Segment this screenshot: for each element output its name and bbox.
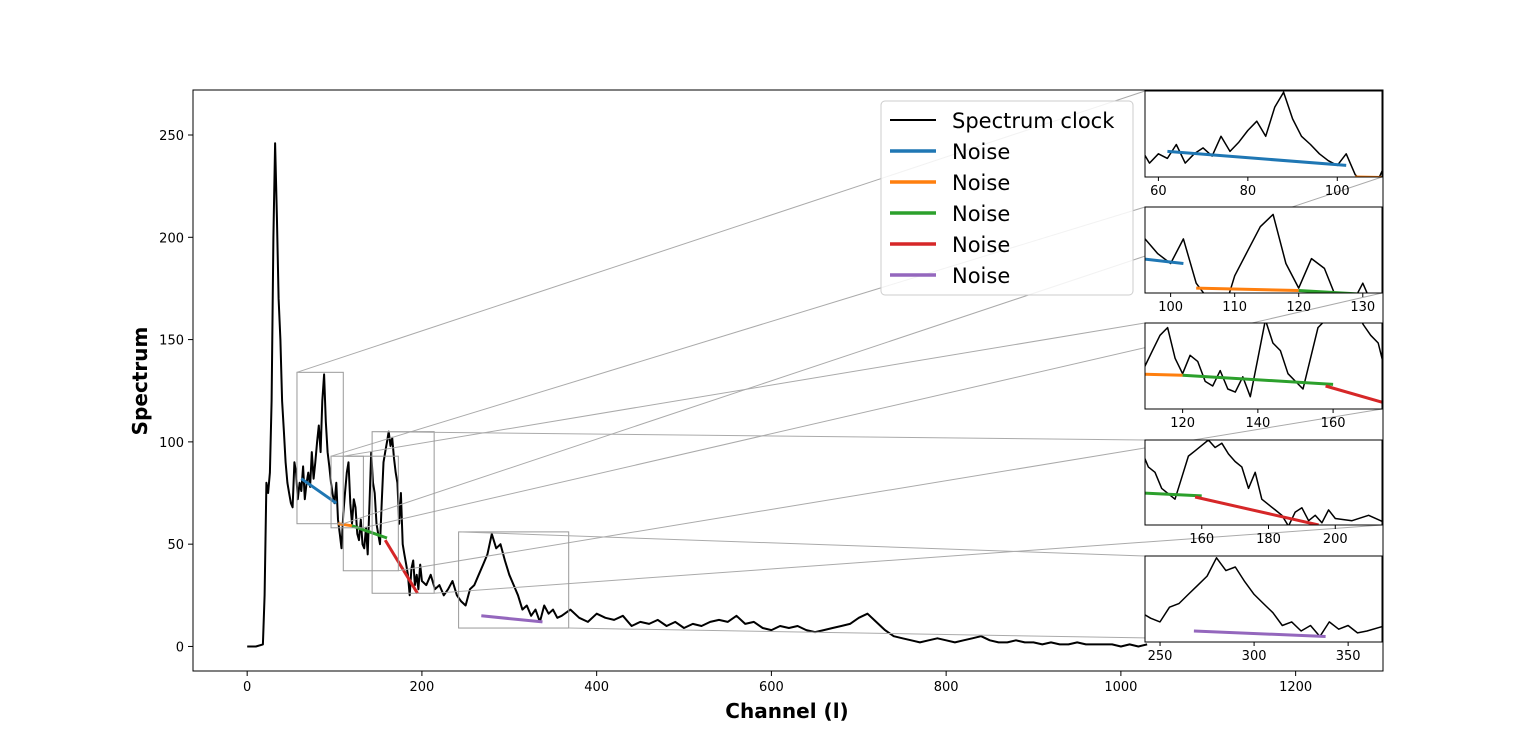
inset-noise-line <box>1167 149 1347 167</box>
inset-noise-line <box>806 508 881 530</box>
inset-frame <box>1144 206 1383 294</box>
plot-frame <box>192 89 1384 672</box>
inset-x-tick-label: 100 <box>1325 184 1350 199</box>
series-line-noise-1 <box>300 477 338 505</box>
x-tick-label: 0 <box>243 680 251 695</box>
inset-x-tick-label: 250 <box>1148 649 1173 664</box>
inset-x-tick-label: 160 <box>1189 532 1214 547</box>
inset-x-tick-label: 140 <box>1245 416 1270 431</box>
legend-label: Noise <box>952 140 1010 164</box>
x-tick-label: 1200 <box>1279 680 1312 695</box>
inset-3: 120 140 160 <box>1144 322 1383 431</box>
inset-noise-line <box>1015 488 1068 489</box>
inset-background <box>1145 323 1382 409</box>
inset-background <box>1145 207 1382 293</box>
inset-frame <box>1144 439 1383 526</box>
legend-label: Spectrum clock <box>952 109 1115 133</box>
axis-ticks: 0 200 400 600 800 1000 1200 0 50 100 150 200 250 <box>159 129 1312 695</box>
inset-x-tick-label: 80 <box>1240 184 1257 199</box>
legend: Spectrum clock Noise Noise Noise Noise Noise <box>880 100 1134 296</box>
inset-x-tick-label: 130 <box>1350 300 1375 315</box>
y-tick-label: 200 <box>159 231 184 246</box>
legend-label: Noise <box>952 233 1010 257</box>
inset-noise-line <box>1194 495 1319 525</box>
zoom-connector <box>343 322 1146 457</box>
x-tick-label: 1000 <box>1104 680 1137 695</box>
y-axis-label: Spectrum <box>128 327 152 436</box>
inset-noise-line <box>875 465 1009 478</box>
inset-x-tick-label: 350 <box>1336 649 1361 664</box>
inset-data <box>806 508 1382 638</box>
y-tick-label: 0 <box>176 640 184 655</box>
inset-4: 160 180 200 <box>875 439 1383 547</box>
inset-x-tick-label: 110 <box>1222 300 1247 315</box>
y-tick-label: 50 <box>167 538 184 553</box>
inset-noise-line <box>1325 384 1382 404</box>
inset-background <box>1145 556 1382 642</box>
inset-2: 100 110 120 130 <box>1144 206 1383 315</box>
legend-label: Noise <box>952 264 1010 288</box>
legend-box <box>880 100 1134 296</box>
zoom-box <box>342 455 399 572</box>
inset-data <box>1145 323 1382 404</box>
inset-frame <box>1144 555 1383 643</box>
x-axis-label: Channel (l) <box>725 699 848 723</box>
inset-1: 60 80 100 <box>1144 90 1536 199</box>
inset-x-tick-label: 300 <box>1242 649 1267 664</box>
y-tick-label: 150 <box>159 334 184 349</box>
zoom-connector <box>398 408 1383 572</box>
inset-noise-line <box>1182 373 1334 386</box>
inset-noise-line <box>885 549 915 551</box>
inset-x-tick-label: 120 <box>1170 416 1195 431</box>
zoom-connector <box>434 524 1383 594</box>
inset-noise-line <box>1427 178 1536 185</box>
inset-noise-line <box>1193 629 1326 638</box>
inset-spectrum-line <box>1145 323 1382 398</box>
inset-noise-line <box>1145 372 1183 377</box>
series-line-noise-5 <box>481 614 543 624</box>
inset-x-tick-label: 160 <box>1321 416 1346 431</box>
series-line-noise-4 <box>383 539 419 595</box>
inset-x-tick-label: 60 <box>1150 184 1167 199</box>
inset-x-tick-label: 100 <box>1158 300 1183 315</box>
inset-noise-line <box>987 563 1057 611</box>
inset-background <box>1145 440 1382 525</box>
inset-data <box>1145 91 1536 185</box>
zoom-connector <box>458 531 1146 557</box>
zoom-box <box>458 531 570 629</box>
inset-x-tick-label: 120 <box>1286 300 1311 315</box>
inset-noise-line <box>1145 491 1202 498</box>
inset-spectrum-line <box>1145 440 1382 525</box>
inset-x-tick-label: 180 <box>1256 532 1281 547</box>
legend-label: Noise <box>952 171 1010 195</box>
inset-data <box>875 440 1382 525</box>
inset-frame <box>1144 322 1383 410</box>
inset-noise-line <box>1196 286 1299 292</box>
x-tick-label: 800 <box>934 680 959 695</box>
x-tick-label: 400 <box>584 680 609 695</box>
x-tick-label: 200 <box>409 680 434 695</box>
series-line-spectrum <box>247 142 1148 648</box>
legend-label: Noise <box>952 202 1010 226</box>
y-tick-label: 100 <box>159 436 184 451</box>
inset-spectrum-line <box>1145 91 1382 177</box>
zoom-connector <box>372 431 1146 441</box>
zoom-box <box>296 371 344 525</box>
x-tick-label: 600 <box>759 680 784 695</box>
inset-frame <box>1144 90 1383 178</box>
y-tick-label: 250 <box>159 129 184 144</box>
inset-5: 250 300 350 <box>806 508 1383 664</box>
inset-x-tick-label: 200 <box>1323 532 1348 547</box>
